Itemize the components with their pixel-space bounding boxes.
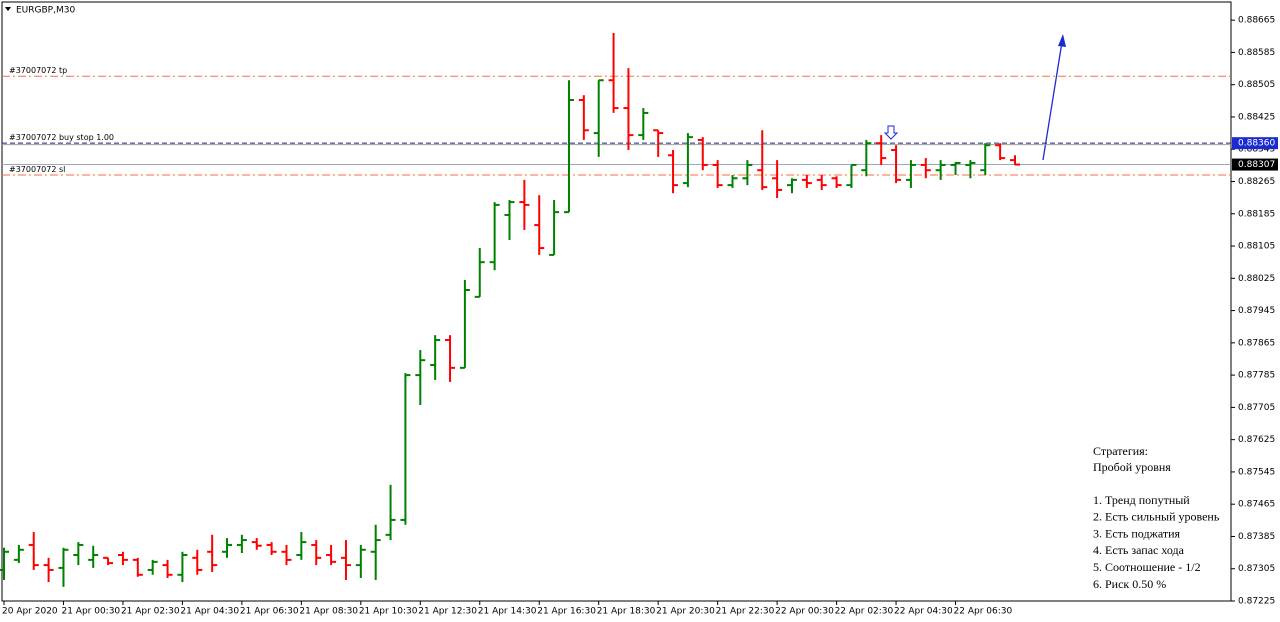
- order-level-label: #37007072 sl: [9, 165, 65, 174]
- note-item: 5. Соотношение - 1/2: [1093, 560, 1201, 574]
- note-item: 2. Есть сильный уровень: [1093, 510, 1220, 524]
- y-tick-label: 0.87385: [1238, 532, 1275, 542]
- y-tick-label: 0.87625: [1238, 435, 1275, 445]
- x-tick-label: 21 Apr 22:30: [716, 607, 775, 617]
- price-tag: [1232, 158, 1278, 171]
- y-tick-label: 0.88345: [1238, 145, 1275, 155]
- y-tick-label: 0.87865: [1238, 338, 1275, 348]
- strategy-notes: Стратегия: Пробой уровня 1. Тренд попутн…: [1093, 444, 1220, 591]
- x-tick-label: 21 Apr 12:30: [418, 607, 477, 617]
- price-tag-label: 0.88307: [1238, 160, 1275, 170]
- y-tick-label: 0.88105: [1238, 242, 1275, 252]
- signal-arrow: [883, 125, 899, 140]
- note-subtitle: Пробой уровня: [1093, 460, 1171, 474]
- x-tick-label: 22 Apr 00:30: [775, 607, 834, 617]
- y-tick-label: 0.87705: [1238, 403, 1275, 413]
- x-tick-label: 21 Apr 06:30: [240, 607, 299, 617]
- note-item: 1. Тренд попутный: [1093, 493, 1190, 507]
- note-title: Стратегия:: [1093, 444, 1148, 458]
- y-tick-label: 0.87785: [1238, 371, 1275, 381]
- y-tick-label: 0.87545: [1238, 467, 1275, 477]
- y-tick-label: 0.88425: [1238, 112, 1275, 122]
- y-tick-label: 0.87945: [1238, 306, 1275, 316]
- y-tick-label: 0.88505: [1238, 80, 1275, 90]
- x-tick-label: 21 Apr 16:30: [537, 607, 596, 617]
- note-item: 3. Есть поджатия: [1093, 526, 1181, 540]
- plot-frame: [1, 1, 1232, 602]
- y-tick-label: 0.87305: [1238, 564, 1275, 574]
- x-tick-label: 22 Apr 02:30: [835, 607, 894, 617]
- order-level-label: #37007072 tp: [9, 66, 67, 75]
- note-item: 6. Риск 0.50 %: [1093, 577, 1166, 591]
- trend-arrow-head: [1058, 34, 1066, 47]
- price-tag-label: 0.88360: [1238, 139, 1275, 149]
- x-tick-label: 22 Apr 04:30: [894, 607, 953, 617]
- y-tick-label: 0.87465: [1238, 500, 1275, 510]
- x-tick-label: 22 Apr 06:30: [954, 607, 1013, 617]
- x-tick-label: 21 Apr 10:30: [359, 607, 418, 617]
- trend-arrow-line: [1042, 41, 1063, 161]
- x-tick-label: 21 Apr 00:30: [61, 607, 120, 617]
- x-tick-label: 21 Apr 18:30: [597, 607, 656, 617]
- x-tick-label: 21 Apr 04:30: [180, 607, 239, 617]
- menu-triangle[interactable]: [5, 7, 11, 11]
- x-tick-label: 20 Apr 2020: [2, 607, 58, 617]
- price-tag: [1232, 137, 1278, 150]
- x-tick-label: 21 Apr 08:30: [299, 607, 358, 617]
- chart-title: EURGBP,M30: [16, 6, 75, 16]
- y-tick-label: 0.88265: [1238, 177, 1275, 187]
- x-tick-label: 21 Apr 20:30: [656, 607, 715, 617]
- x-tick-label: 21 Apr 02:30: [121, 607, 180, 617]
- y-tick-label: 0.87225: [1238, 597, 1275, 607]
- y-tick-label: 0.88665: [1238, 16, 1275, 26]
- note-item: 4. Есть запас хода: [1093, 543, 1185, 557]
- x-tick-label: 21 Apr 14:30: [478, 607, 537, 617]
- y-tick-label: 0.88185: [1238, 209, 1275, 219]
- order-level-label: #37007072 buy stop 1.00: [9, 133, 114, 142]
- y-tick-label: 0.88025: [1238, 274, 1275, 284]
- y-tick-label: 0.88585: [1238, 48, 1275, 58]
